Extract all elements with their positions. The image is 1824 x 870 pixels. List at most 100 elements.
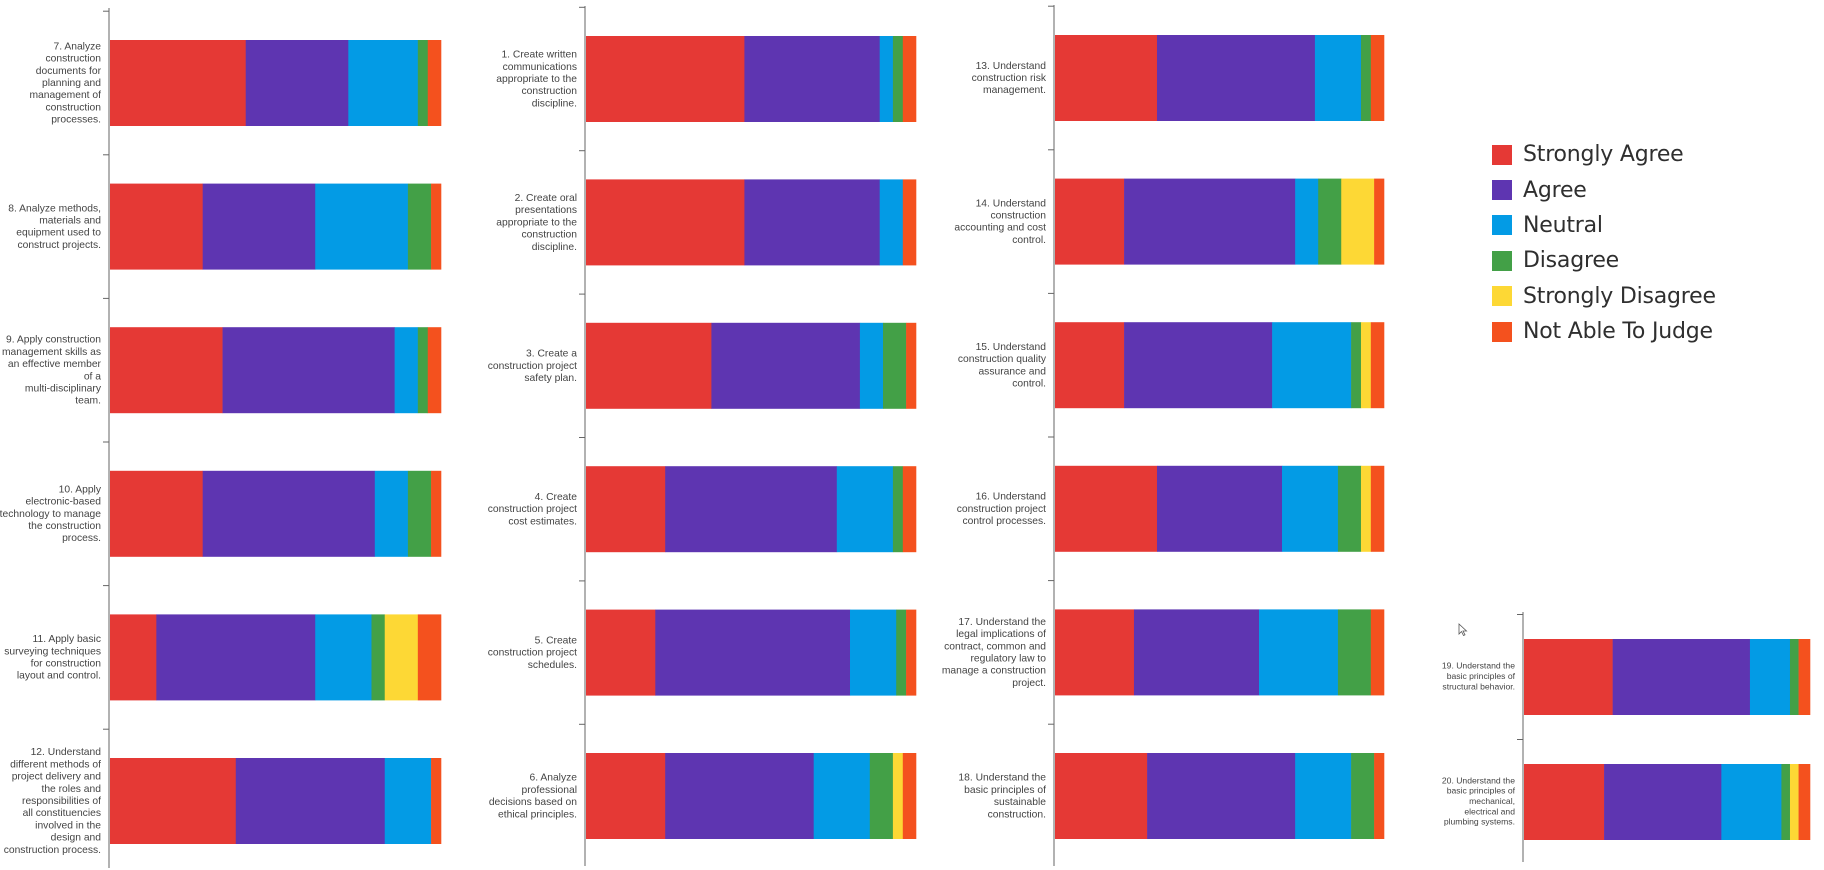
- category-label-line: 7. Analyze: [53, 41, 101, 52]
- bar-segment-strongly-agree: [110, 614, 157, 701]
- bar-segment-strongly-agree: [586, 609, 656, 696]
- bar-segment-agree: [655, 609, 851, 696]
- bar-segment-neutral: [1295, 178, 1319, 265]
- bar-segment-strongly-agree: [1524, 639, 1613, 715]
- bar-segment-strongly-agree: [1055, 35, 1158, 121]
- category-label: 13. Understand construction risk managemen…: [972, 61, 1047, 96]
- category-label-line: 13. Understand: [976, 61, 1047, 72]
- category-label: 5. Create construction project schedules.: [488, 635, 578, 670]
- bar-segment-not-able-to-judge: [1374, 753, 1385, 839]
- bar-segment-agree: [665, 466, 838, 553]
- category-label-line: 2. Create oral: [515, 193, 577, 204]
- category-label-line: 4. Create: [535, 492, 578, 503]
- legend-label: Strongly Agree: [1523, 142, 1684, 168]
- category-label-line: legal implications of: [956, 629, 1046, 640]
- category-label: 8. Analyze methods, materials and equipmen…: [8, 203, 101, 251]
- legend-label: Strongly Disagree: [1523, 283, 1716, 309]
- category-label-line: 8. Analyze methods,: [8, 203, 101, 214]
- category-label-line: construction.: [988, 809, 1046, 820]
- category-label-line: construction project: [488, 361, 577, 372]
- bar-segment-disagree: [896, 609, 907, 696]
- legend-label: Agree: [1523, 177, 1587, 203]
- category-label-line: project.: [1012, 678, 1046, 689]
- category-label-line: involved in the: [35, 820, 101, 831]
- category-label-line: structural behavior.: [1442, 682, 1515, 692]
- category-label: 2. Create oral presentations appropriate t…: [496, 193, 577, 253]
- bar-segment-strongly-agree: [110, 470, 203, 557]
- category-label-line: layout and control.: [17, 670, 101, 681]
- category-label-line: 3. Create a: [526, 348, 577, 359]
- category-label: 10. Apply electronic-based technology to m…: [0, 484, 102, 544]
- category-label-line: the construction: [28, 521, 101, 532]
- bar-segment-disagree: [869, 753, 894, 839]
- category-label: 20. Understand the basic principles of mec…: [1442, 776, 1516, 827]
- category-label: 17. Understand the legal implications of c…: [942, 617, 1046, 689]
- category-label-line: construction: [990, 210, 1046, 221]
- bar-segment-neutral: [850, 609, 897, 696]
- bar-segment-neutral: [879, 179, 904, 266]
- bar-segment-agree: [1156, 35, 1316, 121]
- category-label-line: decisions based on: [489, 797, 577, 808]
- bar-segment-neutral: [394, 327, 419, 414]
- legend-swatch: [1492, 144, 1512, 165]
- category-label-line: accounting and cost: [954, 222, 1046, 233]
- bar-segment-disagree: [892, 466, 904, 553]
- bar-segment-agree: [711, 322, 861, 409]
- bar-segment-strongly-agree: [1524, 764, 1605, 840]
- bar-segment-strongly-agree: [586, 466, 666, 553]
- bar-segment-not-able-to-judge: [1798, 764, 1811, 840]
- bar-segment-strongly-disagree: [1789, 764, 1799, 840]
- category-label: 15. Understand construction quality assura…: [958, 342, 1047, 390]
- bar-segment-neutral: [348, 40, 419, 126]
- legend-label: Neutral: [1523, 212, 1603, 238]
- legend-item-neutral: Neutral: [1492, 208, 1716, 243]
- category-label-line: management of: [29, 90, 101, 101]
- legend-swatch: [1492, 180, 1512, 201]
- bar-segment-disagree: [417, 327, 429, 414]
- legend-item-agree: Agree: [1492, 172, 1716, 207]
- category-label-line: ethical principles.: [498, 809, 577, 820]
- bar-segment-neutral: [836, 466, 894, 553]
- category-label-line: regulatory law to: [970, 653, 1046, 664]
- bar-segment-strongly-agree: [110, 40, 247, 126]
- category-label-line: 10. Apply: [59, 484, 102, 495]
- category-label-line: 18. Understand the: [958, 772, 1046, 783]
- category-label: 6. Analyze professional decisions based on…: [489, 772, 577, 820]
- legend-item-disagree: Disagree: [1492, 243, 1716, 278]
- bar-segment-disagree: [417, 40, 429, 126]
- bar-segment-neutral: [315, 614, 372, 701]
- category-label-line: mechanical,: [1469, 796, 1515, 806]
- bar-segment-disagree: [1318, 178, 1342, 265]
- legend-swatch: [1492, 286, 1512, 307]
- category-label-line: 17. Understand the: [958, 617, 1046, 628]
- category-label: 4. Create construction project cost estima…: [488, 492, 578, 527]
- bar-segment-not-able-to-judge: [1370, 35, 1385, 121]
- category-label-line: assurance and: [978, 366, 1046, 377]
- category-label-line: schedules.: [528, 660, 577, 671]
- category-label-line: 15. Understand: [976, 342, 1047, 353]
- chart-legend: Strongly Agree Agree Neutral Disagree St…: [1492, 137, 1716, 349]
- category-label-line: 11. Apply basic: [33, 634, 102, 645]
- bar-segment-strongly-agree: [1055, 609, 1135, 696]
- bar-segment-strongly-agree: [586, 322, 712, 409]
- category-label-line: communications: [503, 62, 577, 73]
- bar-segment-not-able-to-judge: [902, 753, 917, 839]
- bar-segment-agree: [1604, 764, 1722, 840]
- bar-segment-disagree: [1337, 609, 1372, 696]
- category-label-line: all constituencies: [23, 808, 101, 819]
- legend-item-strongly-agree: Strongly Agree: [1492, 137, 1716, 172]
- category-label-line: 9. Apply construction: [6, 334, 101, 345]
- category-label-line: construction: [521, 86, 577, 97]
- mouse-cursor-icon: [1458, 623, 1468, 637]
- bar-segment-not-able-to-judge: [417, 614, 442, 701]
- bar-segment-disagree: [1337, 465, 1362, 552]
- bar-segment-disagree: [1351, 753, 1375, 839]
- category-label: 19. Understand the basic principles of str…: [1442, 661, 1516, 692]
- bar-segment-agree: [744, 179, 880, 266]
- category-label-line: process.: [62, 533, 101, 544]
- bar-segment-strongly-agree: [586, 36, 745, 122]
- category-label-line: electrical and: [1464, 807, 1515, 817]
- category-label-line: an effective member: [8, 359, 102, 370]
- bar-segment-strongly-agree: [1055, 178, 1125, 265]
